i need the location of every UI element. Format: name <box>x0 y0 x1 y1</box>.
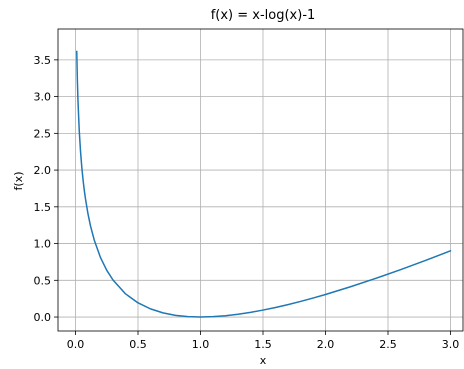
x-tick-label: 0.5 <box>129 338 147 351</box>
y-tick-label: 1.0 <box>34 238 52 251</box>
y-tick-label: 2.5 <box>34 127 52 140</box>
x-axis-label: x <box>260 354 267 367</box>
chart-title: f(x) = x-log(x)-1 <box>211 8 316 23</box>
x-tick-label: 2.5 <box>379 338 397 351</box>
y-tick-label: 1.5 <box>34 201 52 214</box>
x-tick-label: 3.0 <box>442 338 460 351</box>
x-tick-label: 2.0 <box>317 338 335 351</box>
y-axis-ticks: 0.0 0.5 1.0 1.5 2.0 2.5 3.0 3.5 <box>34 54 58 324</box>
x-axis-ticks: 0.0 0.5 1.0 1.5 2.0 2.5 3.0 <box>67 331 460 351</box>
plot-frame <box>57 28 464 332</box>
y-tick-label: 3.5 <box>34 54 52 67</box>
y-tick-label: 0.0 <box>34 311 52 324</box>
x-tick-label: 1.0 <box>192 338 210 351</box>
x-tick-label: 0.0 <box>67 338 85 351</box>
y-axis-label: f(x) <box>12 172 25 191</box>
y-tick-label: 0.5 <box>34 274 52 287</box>
series-line-0 <box>76 50 452 318</box>
y-tick-label: 3.0 <box>34 91 52 104</box>
series-layer <box>76 50 452 318</box>
y-tick-label: 2.0 <box>34 164 52 177</box>
grid <box>58 29 463 331</box>
x-tick-label: 1.5 <box>254 338 272 351</box>
